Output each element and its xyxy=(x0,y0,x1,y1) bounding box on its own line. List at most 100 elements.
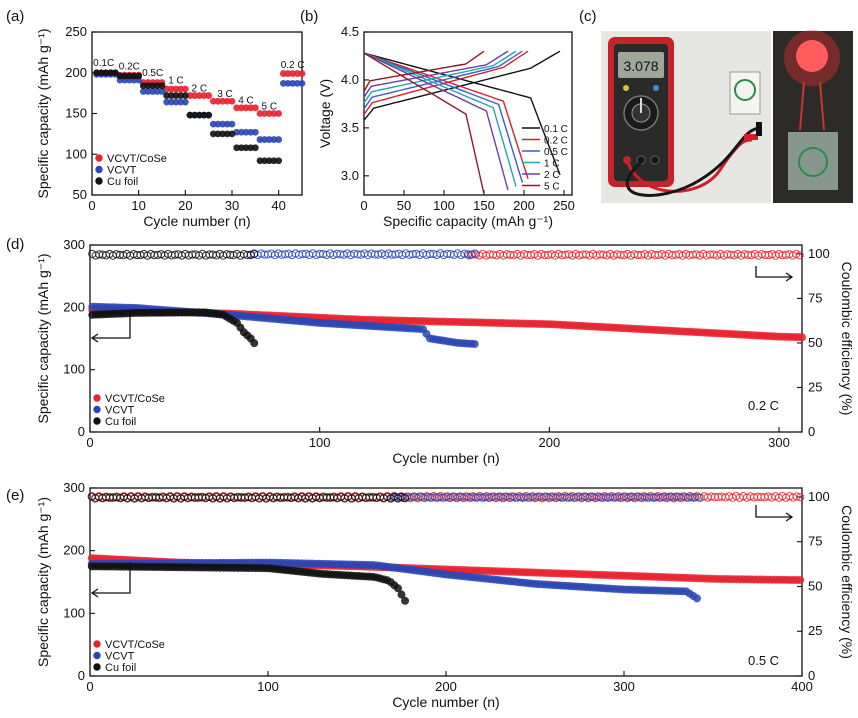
y2-tick-label: 25 xyxy=(808,379,822,394)
legend-marker-vcvt-cose xyxy=(93,640,101,648)
x-tick-label: 200 xyxy=(513,198,535,213)
x-tick-label: 0 xyxy=(86,435,93,450)
x-tick-label: 300 xyxy=(613,679,635,694)
y-tick-label: 0 xyxy=(78,668,85,683)
legend-label: VCVT xyxy=(107,165,137,177)
ce-point-vcvt-cose xyxy=(796,493,805,502)
data-point-cu-foil xyxy=(251,144,259,152)
y2-tick-label: 0 xyxy=(808,424,815,439)
charge-curve-0-5-C xyxy=(363,50,523,110)
y-tick-label: 4.5 xyxy=(341,24,359,39)
x-tick-label: 0 xyxy=(360,198,367,213)
y2-tick-label: 100 xyxy=(808,246,830,261)
y-tick-label: 250 xyxy=(65,24,87,39)
rate-annotation: 0.1C xyxy=(93,58,114,69)
y-tick-label: 4.0 xyxy=(341,72,359,87)
x-tick-label: 100 xyxy=(257,679,279,694)
ce-point-vcvt-cose xyxy=(795,251,804,260)
x-tick-label: 100 xyxy=(433,198,455,213)
data-point-vcvt-cose xyxy=(205,92,213,99)
plot-frame xyxy=(363,31,573,196)
data-point-vcvt-cose xyxy=(228,97,236,105)
data-point-cu-foil xyxy=(205,111,213,119)
x-tick-label: 200 xyxy=(539,435,561,450)
x-tick-label: 300 xyxy=(768,435,790,450)
rate-annotation: 0.2 C xyxy=(281,60,305,71)
legend-marker-cu-foil xyxy=(93,417,101,425)
y2-tick-label: 50 xyxy=(808,578,822,593)
data-point-vcvt xyxy=(275,136,283,143)
legend-label: VCVT xyxy=(105,651,135,663)
ce-point-vcvt xyxy=(691,493,700,502)
y2-tick-label: 75 xyxy=(808,534,822,549)
charge-curve-5-C xyxy=(363,50,485,92)
legend-label: VCVT/CoSe xyxy=(105,393,165,405)
legend-marker-vcvt-cose xyxy=(95,154,103,162)
ce-point-vcvt xyxy=(467,250,476,259)
arrow-right-axis-icon xyxy=(755,505,794,522)
legend-marker-vcvt xyxy=(95,165,103,174)
multimeter-screen xyxy=(618,52,664,78)
ce-point-vcvt-cose xyxy=(792,492,801,501)
capacity-point-vcvt-cose xyxy=(796,576,805,585)
legend-label: 0.2 C xyxy=(544,136,568,147)
x-tick-label: 400 xyxy=(791,679,813,694)
arrow-left-axis-icon xyxy=(90,562,131,598)
legend-label: 0.1 C xyxy=(544,124,568,135)
x-axis-title: Cycle number (n) xyxy=(392,694,499,710)
x-tick-label: 150 xyxy=(473,198,495,213)
y-tick-label: 150 xyxy=(65,106,87,121)
legend-label: Cu foil xyxy=(105,416,136,428)
y2-tick-label: 75 xyxy=(808,290,822,305)
y-tick-label: 3.5 xyxy=(341,120,359,135)
cell-logo-icon xyxy=(798,147,828,177)
panel-label-a: (a) xyxy=(6,8,24,25)
capacity-point-cu-foil xyxy=(250,339,259,348)
button-icon xyxy=(653,85,659,91)
y-tick-label: 100 xyxy=(63,605,85,620)
x-axis-title: Specific capacity (mAh g⁻¹) xyxy=(383,213,553,229)
y-tick-label: 300 xyxy=(63,237,85,252)
chart-a: 0 10 20 30 40 50 100 150 200 250 Cycle number (n) S… xyxy=(35,24,306,229)
data-point-vcvt-cose xyxy=(181,85,189,93)
rate-annotation: 1 C xyxy=(168,75,184,86)
cell-logo-icon xyxy=(734,79,756,101)
arrow-right-axis-icon xyxy=(755,266,794,282)
charge-curve-2-C xyxy=(363,50,509,98)
discharge-curve-1-C xyxy=(363,52,517,187)
panel-label-b: (b) xyxy=(300,8,318,25)
chart-d: 0 100 200 300 0 100 200 300 Cycle number (n) Spec… xyxy=(35,237,855,466)
data-point-cu-foil xyxy=(181,92,189,99)
y2-axis-title: Coulombic efficiency (%) xyxy=(839,505,855,659)
y2-tick-label: 50 xyxy=(808,335,822,350)
ce-point-cu-foil xyxy=(246,251,255,260)
data-point-cu-foil xyxy=(158,82,166,90)
y-tick-label: 200 xyxy=(65,65,87,80)
legend-label: 5 C xyxy=(544,182,560,193)
data-point-vcvt-cose xyxy=(298,70,306,77)
capacity-point-vcvt xyxy=(470,340,479,349)
y-tick-label: 200 xyxy=(63,299,85,314)
plot-frame xyxy=(89,487,803,677)
legend-label: Cu foil xyxy=(105,662,136,674)
data-point-vcvt xyxy=(251,128,259,136)
panel-label-e: (e) xyxy=(6,487,24,504)
legend-marker-cu-foil xyxy=(95,177,103,185)
x-tick-label: 100 xyxy=(309,435,331,450)
capacity-point-vcvt xyxy=(692,594,701,603)
data-point-vcvt-cose xyxy=(275,110,283,117)
y-axis-title: Specific capacity (mAh g⁻¹) xyxy=(35,497,51,667)
led-lead xyxy=(819,81,825,131)
panel-label-d: (d) xyxy=(6,236,24,253)
rate-label: 0.2 C xyxy=(748,398,779,413)
legend-marker-vcvt-cose xyxy=(93,394,101,402)
y2-tick-label: 25 xyxy=(808,623,822,638)
x-tick-label: 0 xyxy=(88,198,95,213)
x-tick-label: 30 xyxy=(225,198,239,213)
legend-marker-vcvt xyxy=(93,405,101,414)
data-point-cu-foil xyxy=(111,69,119,77)
jack-icon xyxy=(650,155,660,165)
legend-label: 1 C xyxy=(544,159,560,170)
button-icon xyxy=(623,85,629,91)
